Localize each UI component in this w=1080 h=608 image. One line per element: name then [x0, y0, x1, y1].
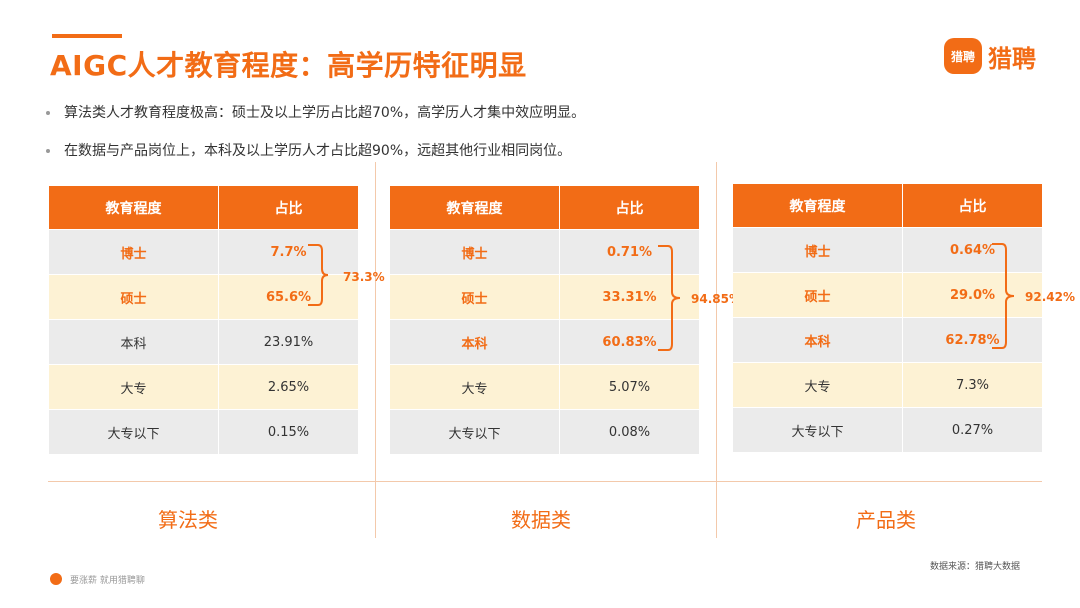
education-level: 本科	[390, 320, 559, 364]
table-row: 博士 0.64%	[733, 228, 1042, 272]
table-row: 本科 60.83%	[390, 320, 699, 364]
table-row: 硕士 65.6%	[49, 275, 358, 319]
bracket-total-algorithm: 73.3%	[343, 270, 385, 284]
bullet-text: 算法类人才教育程度极高：硕士及以上学历占比超70%，高学历人才集中效应明显。	[64, 105, 586, 121]
bracket-total-product: 92.42%	[1025, 290, 1075, 304]
share-value: 0.27%	[903, 408, 1042, 452]
bracket-product	[992, 243, 1015, 349]
category-algorithm: 算法类	[158, 508, 218, 532]
share-value: 23.91%	[219, 320, 358, 364]
share-value: 5.07%	[560, 365, 699, 409]
horizontal-divider	[48, 481, 1042, 482]
table-row: 大专以下 0.08%	[390, 410, 699, 454]
bullet-algorithm: 算法类人才教育程度极高：硕士及以上学历占比超70%，高学历人才集中效应明显。	[46, 102, 585, 122]
table-header-row: 教育程度 占比	[390, 186, 699, 229]
table-row: 本科 23.91%	[49, 320, 358, 364]
logo-text: 猎聘	[988, 44, 1036, 73]
table-row: 大专 2.65%	[49, 365, 358, 409]
table-row: 博士 0.71%	[390, 230, 699, 274]
share-value: 0.15%	[219, 410, 358, 454]
bracket-algorithm	[308, 244, 329, 306]
bullet-dot-icon	[46, 149, 50, 153]
share-value: 65.6%	[219, 275, 358, 319]
education-level: 硕士	[49, 275, 218, 319]
footer-slogan: 要涨薪 就用猎聘聊	[70, 576, 145, 586]
table-row: 本科 62.78%	[733, 318, 1042, 362]
education-level: 大专	[390, 365, 559, 409]
education-level: 硕士	[390, 275, 559, 319]
education-level: 大专以下	[49, 410, 218, 454]
bracket-total-data: 94.85%	[691, 292, 741, 306]
table-algorithm: 教育程度 占比 博士 7.7% 硕士 65.6% 本科 23.91% 大专 2.…	[49, 186, 358, 455]
education-level: 大专以下	[733, 408, 902, 452]
education-level: 大专	[49, 365, 218, 409]
share-value: 7.7%	[219, 230, 358, 274]
data-source: 数据来源：猎聘大数据	[930, 562, 1021, 572]
education-level: 博士	[733, 228, 902, 272]
table-row: 硕士 29.0%	[733, 273, 1042, 317]
header-share: 占比	[903, 184, 1042, 227]
share-value: 60.83%	[560, 320, 699, 364]
bullet-text: 在数据与产品岗位上，本科及以上学历人才占比超90%，远超其他行业相同岗位。	[64, 143, 572, 159]
bullet-dot-icon	[46, 111, 50, 115]
page-title: AIGC人才教育程度：高学历特征明显	[50, 49, 527, 82]
table-header-row: 教育程度 占比	[49, 186, 358, 229]
table-row: 硕士 33.31%	[390, 275, 699, 319]
education-level: 硕士	[733, 273, 902, 317]
education-level: 大专以下	[390, 410, 559, 454]
share-value: 0.08%	[560, 410, 699, 454]
table-row: 大专 7.3%	[733, 363, 1042, 407]
table-header-row: 教育程度 占比	[733, 184, 1042, 227]
share-value: 62.78%	[903, 318, 1042, 362]
education-level: 博士	[49, 230, 218, 274]
share-value: 7.3%	[903, 363, 1042, 407]
table-row: 大专以下 0.15%	[49, 410, 358, 454]
table-product: 教育程度 占比 博士 0.64% 硕士 29.0% 本科 62.78% 大专 7…	[733, 184, 1042, 453]
table-row: 博士 7.7%	[49, 230, 358, 274]
education-level: 本科	[733, 318, 902, 362]
header-education: 教育程度	[390, 186, 559, 229]
bracket-data	[658, 245, 681, 351]
category-data: 数据类	[511, 508, 571, 532]
title-accent-line	[52, 34, 122, 38]
logo-badge-icon: 猎聘	[944, 38, 982, 74]
education-level: 大专	[733, 363, 902, 407]
header-education: 教育程度	[733, 184, 902, 227]
header-share: 占比	[219, 186, 358, 229]
education-level: 本科	[49, 320, 218, 364]
column-divider	[716, 162, 717, 538]
column-divider	[375, 162, 376, 538]
share-value: 29.0%	[903, 273, 1042, 317]
header-education: 教育程度	[49, 186, 218, 229]
header-share: 占比	[560, 186, 699, 229]
footer-logo-icon	[50, 573, 62, 585]
table-row: 大专以下 0.27%	[733, 408, 1042, 452]
category-product: 产品类	[856, 508, 916, 532]
share-value: 0.64%	[903, 228, 1042, 272]
share-value: 0.71%	[560, 230, 699, 274]
bullet-data-product: 在数据与产品岗位上，本科及以上学历人才占比超90%，远超其他行业相同岗位。	[46, 140, 571, 160]
table-data: 教育程度 占比 博士 0.71% 硕士 33.31% 本科 60.83% 大专 …	[390, 186, 699, 455]
share-value: 2.65%	[219, 365, 358, 409]
education-level: 博士	[390, 230, 559, 274]
liepin-logo: 猎聘 猎聘	[944, 38, 1036, 74]
table-row: 大专 5.07%	[390, 365, 699, 409]
